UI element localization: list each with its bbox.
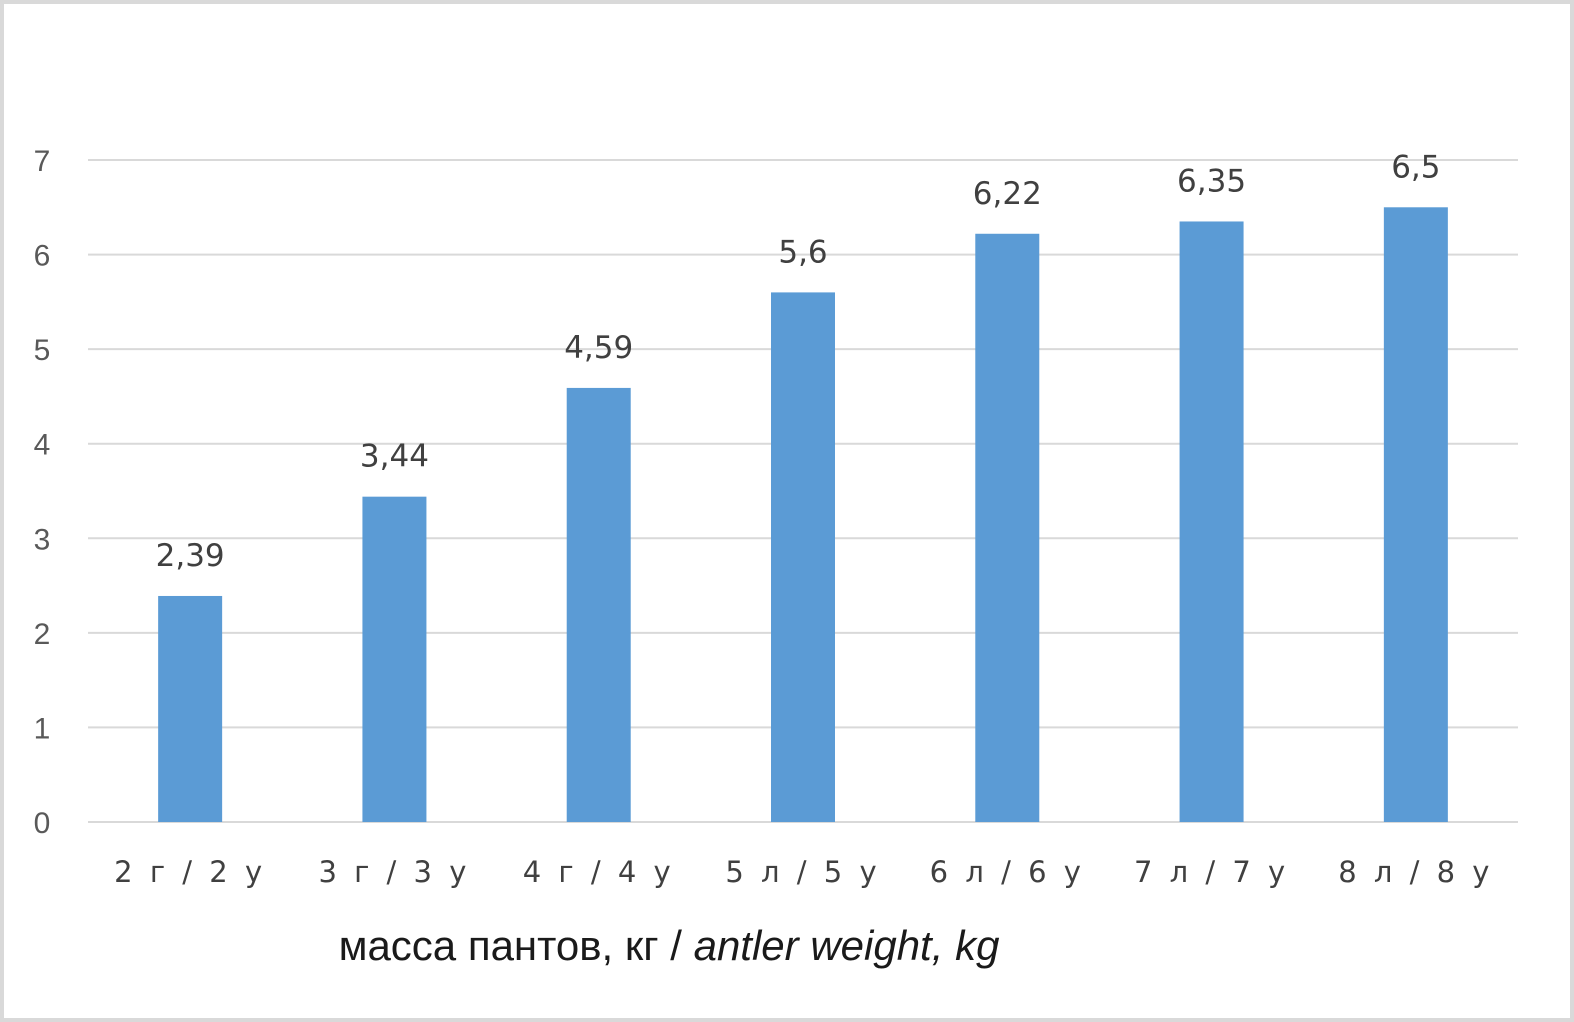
x-axis-title-ru: масса пантов, кг / [338,922,694,969]
x-axis-title-en: antler weight, kg [693,922,1000,969]
bar [362,496,427,822]
data-label: 6,22 [973,176,1042,212]
x-axis-title: масса пантов, кг / antler weight, kg [4,922,1334,970]
data-labels: 2,39 3,44 4,59 5,6 6,22 6,35 6,5 [156,149,1441,574]
y-axis-ticks: 0 1 2 3 4 5 6 7 [34,145,51,840]
bars [158,207,1448,823]
bar-chart: 0 1 2 3 4 5 6 7 2,39 3,44 4,59 5,6 6,22 6,35 6,5 2 г … [34,145,1518,889]
x-category-label: 3 г / 3 y [318,855,470,889]
y-tick-label: 4 [34,429,51,462]
data-label: 4,59 [564,330,633,366]
y-tick-label: 5 [34,334,51,367]
y-tick-label: 2 [34,618,51,651]
bar [1383,207,1448,823]
bar [158,595,223,822]
x-category-label: 7 л / 7 y [1134,855,1289,889]
data-label: 5,6 [778,234,827,270]
data-label: 2,39 [156,538,225,574]
y-tick-label: 0 [34,807,51,840]
x-category-label: 2 г / 2 y [114,855,266,889]
x-category-label: 8 л / 8 y [1338,855,1493,889]
y-tick-label: 7 [34,145,51,178]
bar [1179,221,1244,822]
x-category-label: 5 л / 5 y [725,855,880,889]
y-tick-label: 3 [34,523,51,556]
y-tick-label: 6 [34,240,51,273]
x-category-label: 6 л / 6 y [930,855,1085,889]
data-label: 6,5 [1391,149,1440,185]
x-axis-categories: 2 г / 2 y 3 г / 3 y 4 г / 4 y 5 л / 5 y 6 л … [114,855,1493,889]
data-label: 3,44 [360,439,429,475]
bar [566,387,631,822]
x-category-label: 4 г / 4 y [523,855,675,889]
bar [975,233,1040,822]
y-tick-label: 1 [34,712,51,745]
bar [771,292,835,822]
data-label: 6,35 [1177,163,1246,199]
